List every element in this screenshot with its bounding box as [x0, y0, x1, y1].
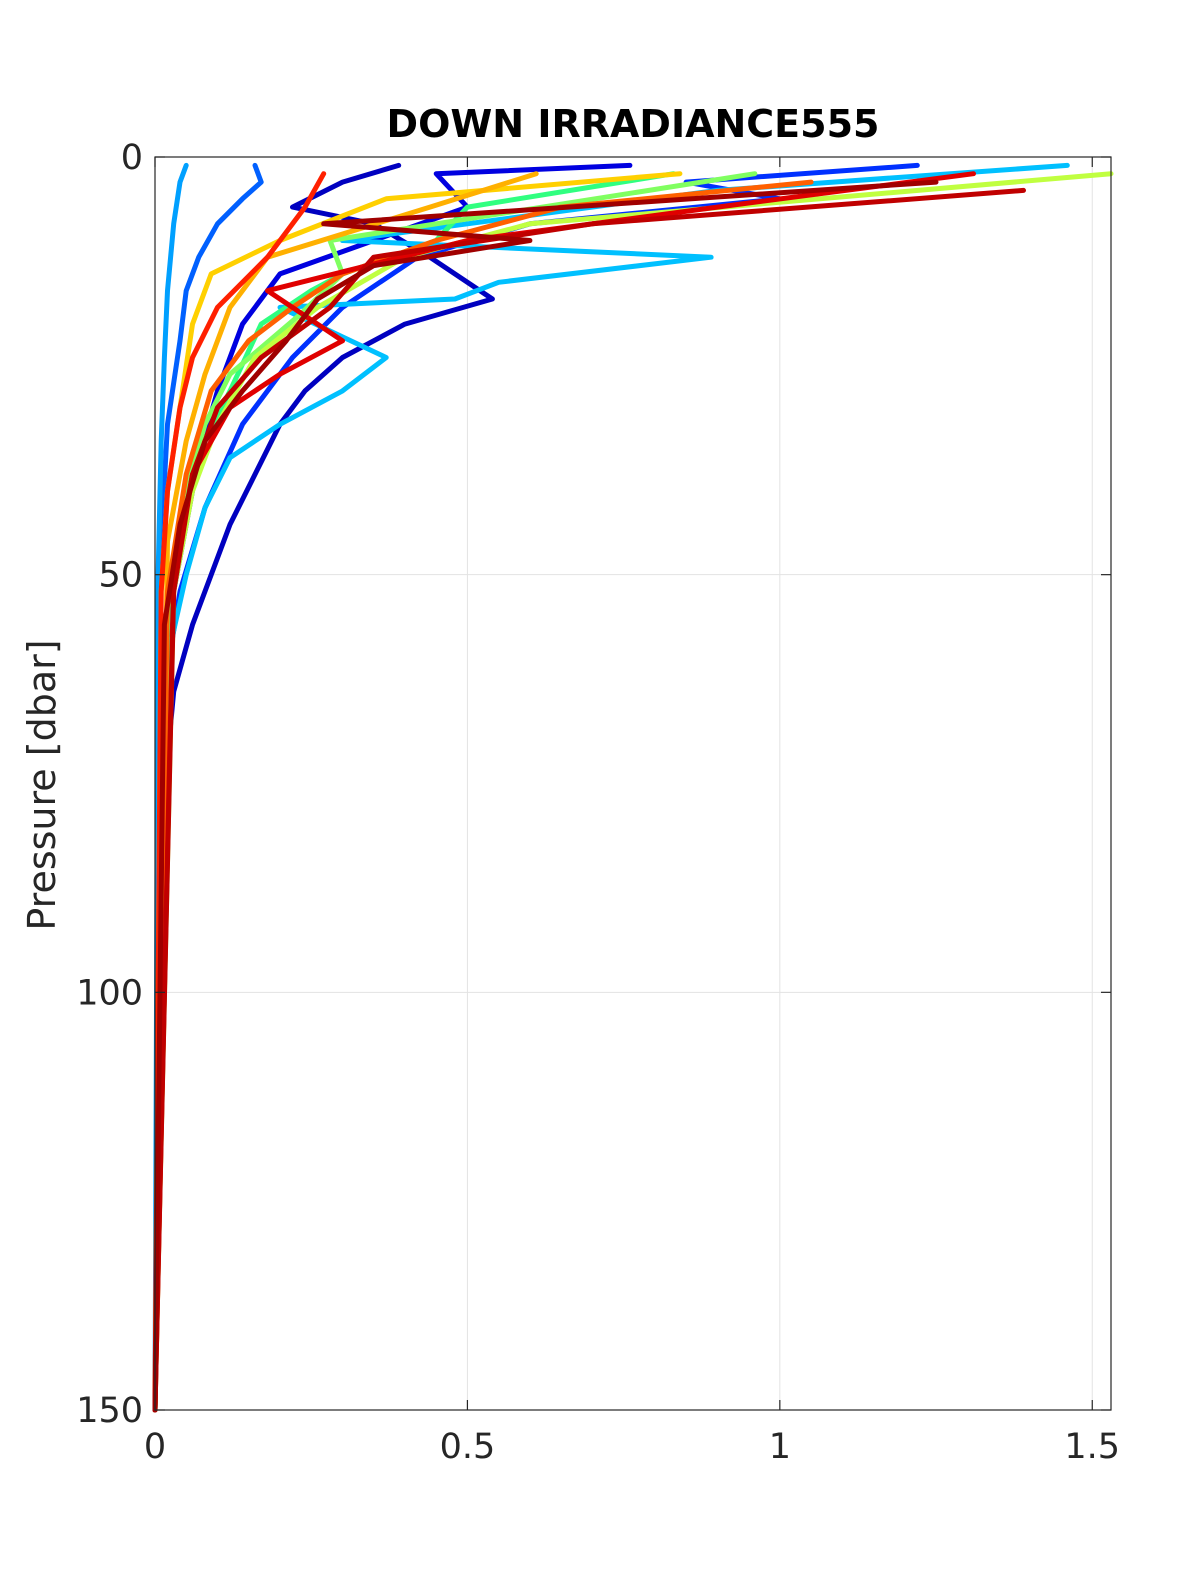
y-tick-label: 150 [76, 1391, 143, 1431]
axis-ticks: 0 0.5 1 1.5 0 50 100 150 [76, 138, 1120, 1467]
y-axis-label: Pressure [dbar] [20, 639, 64, 930]
y-tick-label: 0 [121, 138, 143, 178]
chart-title: DOWN IRRADIANCE555 [387, 102, 880, 146]
series-line-11 [152, 171, 539, 1413]
y-tick-label: 100 [76, 973, 143, 1013]
series-line-2 [152, 162, 633, 1413]
series-line-6 [152, 162, 1070, 1413]
series-line-14 [152, 171, 976, 1413]
x-tick-label: 1 [769, 1427, 791, 1467]
plot-frame [154, 156, 1112, 1411]
series-line-13 [152, 171, 327, 1413]
x-tick-label: 0 [144, 1427, 166, 1467]
series-line-4 [152, 162, 264, 1413]
x-tick-label: 0.5 [440, 1427, 496, 1467]
series-line-1 [152, 162, 495, 1413]
y-tick-label: 50 [98, 556, 143, 596]
grid-lines [154, 156, 1111, 1411]
series-line-5 [152, 162, 189, 1413]
x-tick-label: 1.5 [1064, 1427, 1120, 1467]
series-line-8 [152, 171, 758, 1413]
series-line-15 [152, 187, 1026, 1413]
series-line-16 [152, 179, 939, 1413]
series-line-9 [152, 171, 1114, 1413]
series-lines [152, 162, 1114, 1413]
